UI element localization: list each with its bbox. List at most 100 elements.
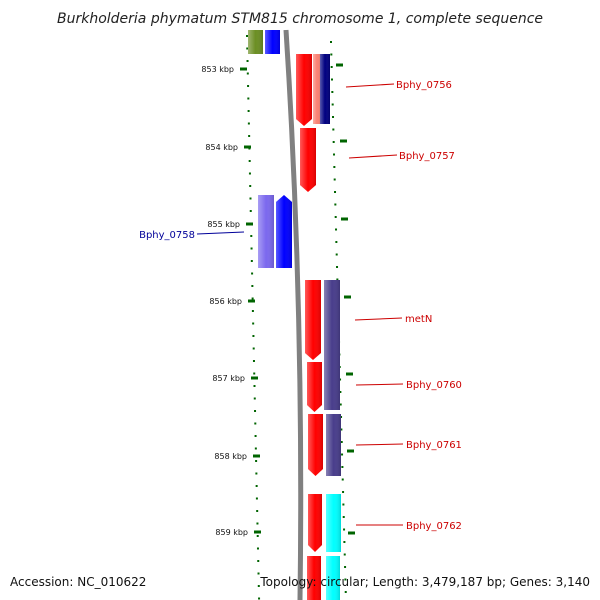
guide-dot — [249, 185, 252, 187]
gene-block — [248, 30, 263, 54]
guide-dot — [343, 528, 346, 531]
guide-dot — [334, 203, 337, 206]
guide-dot — [256, 522, 259, 525]
guide-dot — [251, 272, 254, 275]
guide-dot — [341, 453, 344, 456]
tick-mark — [251, 376, 258, 380]
guide-dot — [331, 103, 334, 106]
guide-dot — [334, 191, 337, 193]
accession-text: Accession: NC_010622 — [10, 575, 146, 589]
guide-dot — [247, 122, 250, 125]
guide-dot — [250, 260, 253, 262]
guide-dot — [335, 228, 338, 231]
guide-dot — [256, 535, 259, 537]
guide-dot — [246, 35, 248, 37]
guide-dot — [341, 466, 344, 468]
guide-dot — [252, 347, 255, 350]
guide-dot — [249, 210, 252, 212]
guide-dot — [250, 235, 253, 237]
tick-label: 859 kbp — [215, 528, 248, 537]
guide-dot — [252, 335, 255, 337]
guide-dot — [342, 491, 345, 493]
tick-mark — [344, 295, 351, 299]
guide-dot — [342, 516, 345, 518]
guide-dot — [248, 160, 251, 162]
tick-label: 853 kbp — [201, 65, 234, 74]
gene-block-metn — [305, 280, 321, 360]
guide-dot — [340, 416, 343, 418]
gene-block-bphy-0756 — [296, 54, 312, 126]
tick-label: 855 kbp — [207, 220, 240, 229]
gene-block — [324, 280, 340, 410]
gene-block — [276, 195, 292, 268]
guide-dot — [251, 285, 254, 287]
gene-features — [248, 30, 341, 600]
gene-label[interactable]: Bphy_0762 — [406, 521, 462, 532]
guide-dot — [255, 460, 258, 462]
gene-block — [320, 54, 330, 124]
tick-label: 854 kbp — [205, 143, 238, 152]
tick-mark — [347, 449, 354, 453]
guide-dot — [342, 503, 345, 506]
tick-mark — [341, 217, 348, 221]
guide-dot — [341, 478, 344, 481]
gene-block-bphy-0761 — [308, 414, 323, 476]
guide-dot — [333, 153, 336, 156]
tick-mark — [336, 63, 343, 67]
guide-dot — [343, 541, 346, 543]
guide-dot — [246, 72, 249, 75]
guide-dot — [340, 441, 343, 443]
guide-dot — [251, 310, 254, 312]
gene-label[interactable]: Bphy_0756 — [396, 80, 452, 91]
guide-dot — [335, 253, 338, 256]
guide-dot — [344, 566, 347, 568]
guide-dot — [253, 385, 256, 387]
guide-dot — [339, 378, 342, 381]
guide-dot — [339, 391, 342, 393]
genome-summary: Topology: circular; Length: 3,479,187 bp… — [259, 575, 590, 589]
tick-mark — [346, 372, 353, 376]
guide-dot — [257, 572, 260, 575]
gene-label[interactable]: Bphy_0761 — [406, 440, 462, 451]
tick-mark — [348, 531, 355, 535]
guide-dot — [258, 597, 261, 600]
tick-mark — [253, 454, 260, 458]
guide-dot — [253, 397, 256, 400]
guide-dot — [254, 422, 257, 425]
guide-dot — [331, 91, 334, 93]
guide-dot — [334, 216, 337, 218]
gene-block — [265, 30, 280, 54]
guide-dot — [344, 591, 347, 593]
gene-label[interactable]: Bphy_0758 — [139, 230, 195, 241]
guide-dot — [336, 278, 339, 281]
gene-label[interactable]: metN — [405, 314, 432, 325]
gene-block-bphy-0758 — [258, 195, 274, 268]
tick-mark — [254, 530, 261, 534]
guide-dot — [330, 41, 332, 43]
tick-label: 858 kbp — [214, 452, 247, 461]
tick-label: 857 kbp — [212, 374, 245, 383]
guide-dot — [250, 247, 253, 250]
map-title: Burkholderia phymatum STM815 chromosome … — [57, 11, 543, 27]
guide-dot — [255, 485, 258, 487]
guide-dot — [340, 428, 343, 431]
guide-dot — [249, 197, 252, 200]
gene-block — [307, 556, 321, 600]
tick-mark — [246, 222, 253, 226]
gene-block — [326, 494, 341, 552]
gene-label[interactable]: Bphy_0757 — [399, 151, 455, 162]
guide-dot — [332, 128, 335, 131]
guide-dot — [332, 141, 335, 143]
chromosome-backbone — [283, 29, 304, 600]
guide-dot — [252, 360, 255, 362]
guide-dot — [253, 372, 256, 375]
gene-leader-line — [196, 231, 245, 235]
guide-dot — [248, 172, 251, 175]
guide-dot — [331, 78, 334, 81]
gene-label[interactable]: Bphy_0760 — [406, 380, 462, 391]
gene-leader-line — [345, 83, 395, 88]
guide-dot — [251, 297, 254, 300]
guide-dot — [333, 166, 336, 168]
guide-dot — [247, 85, 250, 87]
